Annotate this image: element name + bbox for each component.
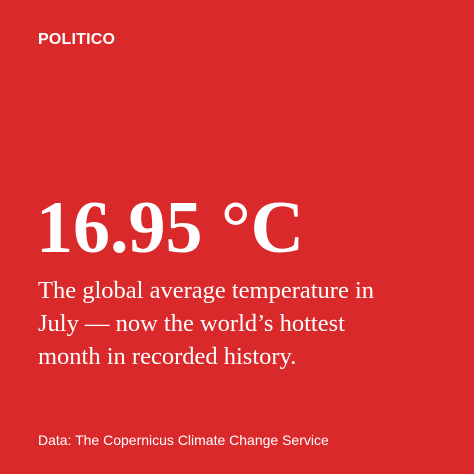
description-line: month in recorded history. bbox=[38, 343, 297, 370]
description: The global average temperature in July — … bbox=[38, 274, 374, 373]
brand-logo: POLITICO bbox=[38, 31, 116, 48]
source-note: Data: The Copernicus Climate Change Serv… bbox=[38, 432, 329, 448]
description-line: July — now the world’s hottest bbox=[38, 310, 345, 337]
description-line: The global average temperature in bbox=[38, 277, 375, 304]
headline: 16.95 °C bbox=[36, 187, 305, 269]
